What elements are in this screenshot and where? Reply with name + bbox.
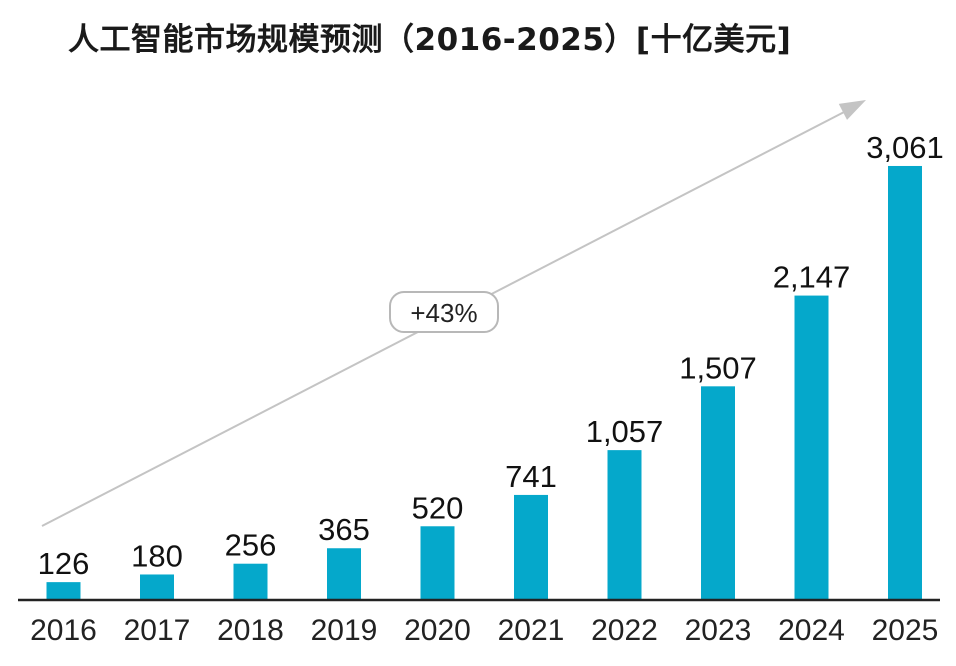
bar-2019	[327, 548, 361, 600]
growth-rate-label: +43%	[410, 298, 477, 328]
growth-arrow-head	[838, 100, 866, 120]
bar-2016	[46, 582, 81, 600]
x-tick-2024: 2024	[778, 614, 845, 647]
x-tick-2019: 2019	[311, 614, 378, 647]
chart-title: 人工智能市场规模预测（2016-2025）[十亿美元]	[68, 22, 792, 58]
value-label-2022: 1,057	[586, 414, 664, 449]
bars-group	[46, 165, 922, 601]
bar-2021	[514, 494, 548, 600]
value-label-2016: 126	[38, 546, 90, 581]
x-tick-2017: 2017	[124, 614, 191, 647]
growth-rate-badge	[389, 291, 499, 333]
value-labels-group: 126 180 256 365 520 741 1,057 1,507 2,147 3,061	[38, 130, 944, 581]
bar-2018	[233, 563, 268, 600]
x-tick-2022: 2022	[591, 614, 658, 647]
bar-2025	[888, 165, 922, 601]
bar-2023	[701, 386, 735, 600]
x-tick-2016: 2016	[30, 614, 97, 647]
value-label-2025: 3,061	[866, 130, 944, 165]
x-tick-labels-group: 2016 2017 2018 2019 2020 2021 2022 2023 2024 2025	[30, 614, 938, 647]
x-tick-2021: 2021	[498, 614, 565, 647]
value-label-2019: 365	[318, 512, 370, 547]
x-tick-2018: 2018	[217, 614, 284, 647]
value-label-2018: 256	[225, 528, 277, 563]
bar-2017	[140, 574, 174, 600]
growth-trend-annotation: +43%	[41, 100, 866, 527]
value-label-2021: 741	[505, 459, 557, 494]
x-tick-2023: 2023	[685, 614, 752, 647]
x-tick-2020: 2020	[404, 614, 471, 647]
value-label-2024: 2,147	[773, 260, 851, 295]
bar-2022	[607, 450, 642, 600]
value-label-2020: 520	[412, 490, 464, 525]
value-label-2017: 180	[131, 538, 183, 573]
x-tick-2025: 2025	[872, 614, 939, 647]
bar-2020	[420, 526, 455, 600]
bar-2024	[794, 295, 829, 600]
value-label-2023: 1,507	[679, 350, 757, 385]
